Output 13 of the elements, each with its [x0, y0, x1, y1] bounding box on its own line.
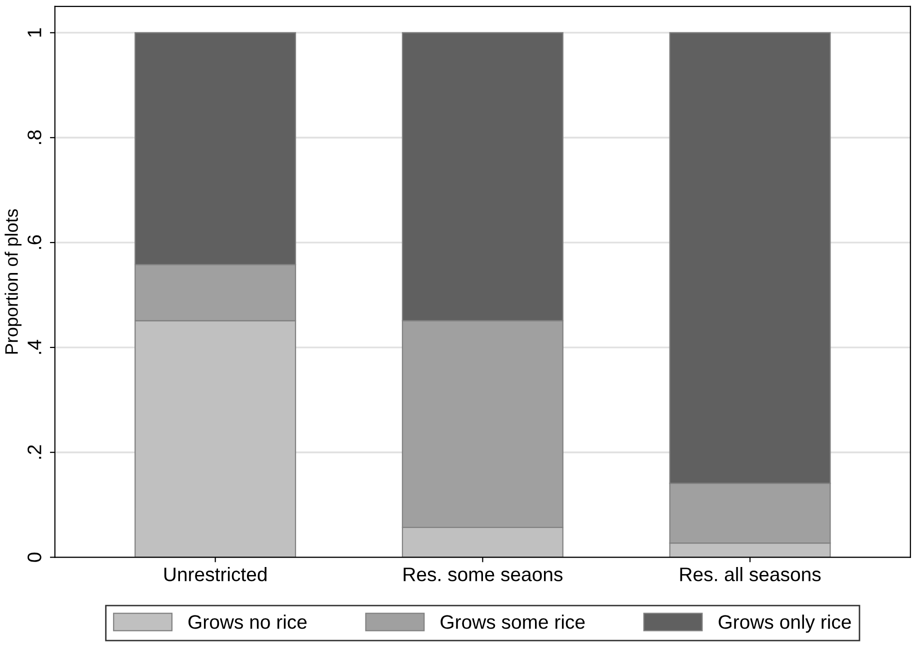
- legend-label: Grows no rice: [188, 614, 307, 629]
- x-tick-label: Res. all seasons: [680, 567, 821, 582]
- legend-label: Grows only rice: [718, 614, 851, 633]
- y-tick-label: .2: [28, 445, 42, 459]
- y-tick-label: 0: [28, 552, 42, 562]
- x-tick-label: Res. some seaons: [404, 568, 562, 582]
- x-tick-label: Unrestricted: [164, 567, 266, 582]
- y-tick-label: .4: [28, 340, 42, 354]
- legend-label: Grows some rice: [440, 614, 585, 629]
- y-tick-label: .8: [28, 130, 42, 144]
- y-tick-label: .6: [28, 235, 42, 249]
- y-axis-title: Proportion of plots: [4, 209, 22, 354]
- y-tick-label: 1: [28, 28, 42, 37]
